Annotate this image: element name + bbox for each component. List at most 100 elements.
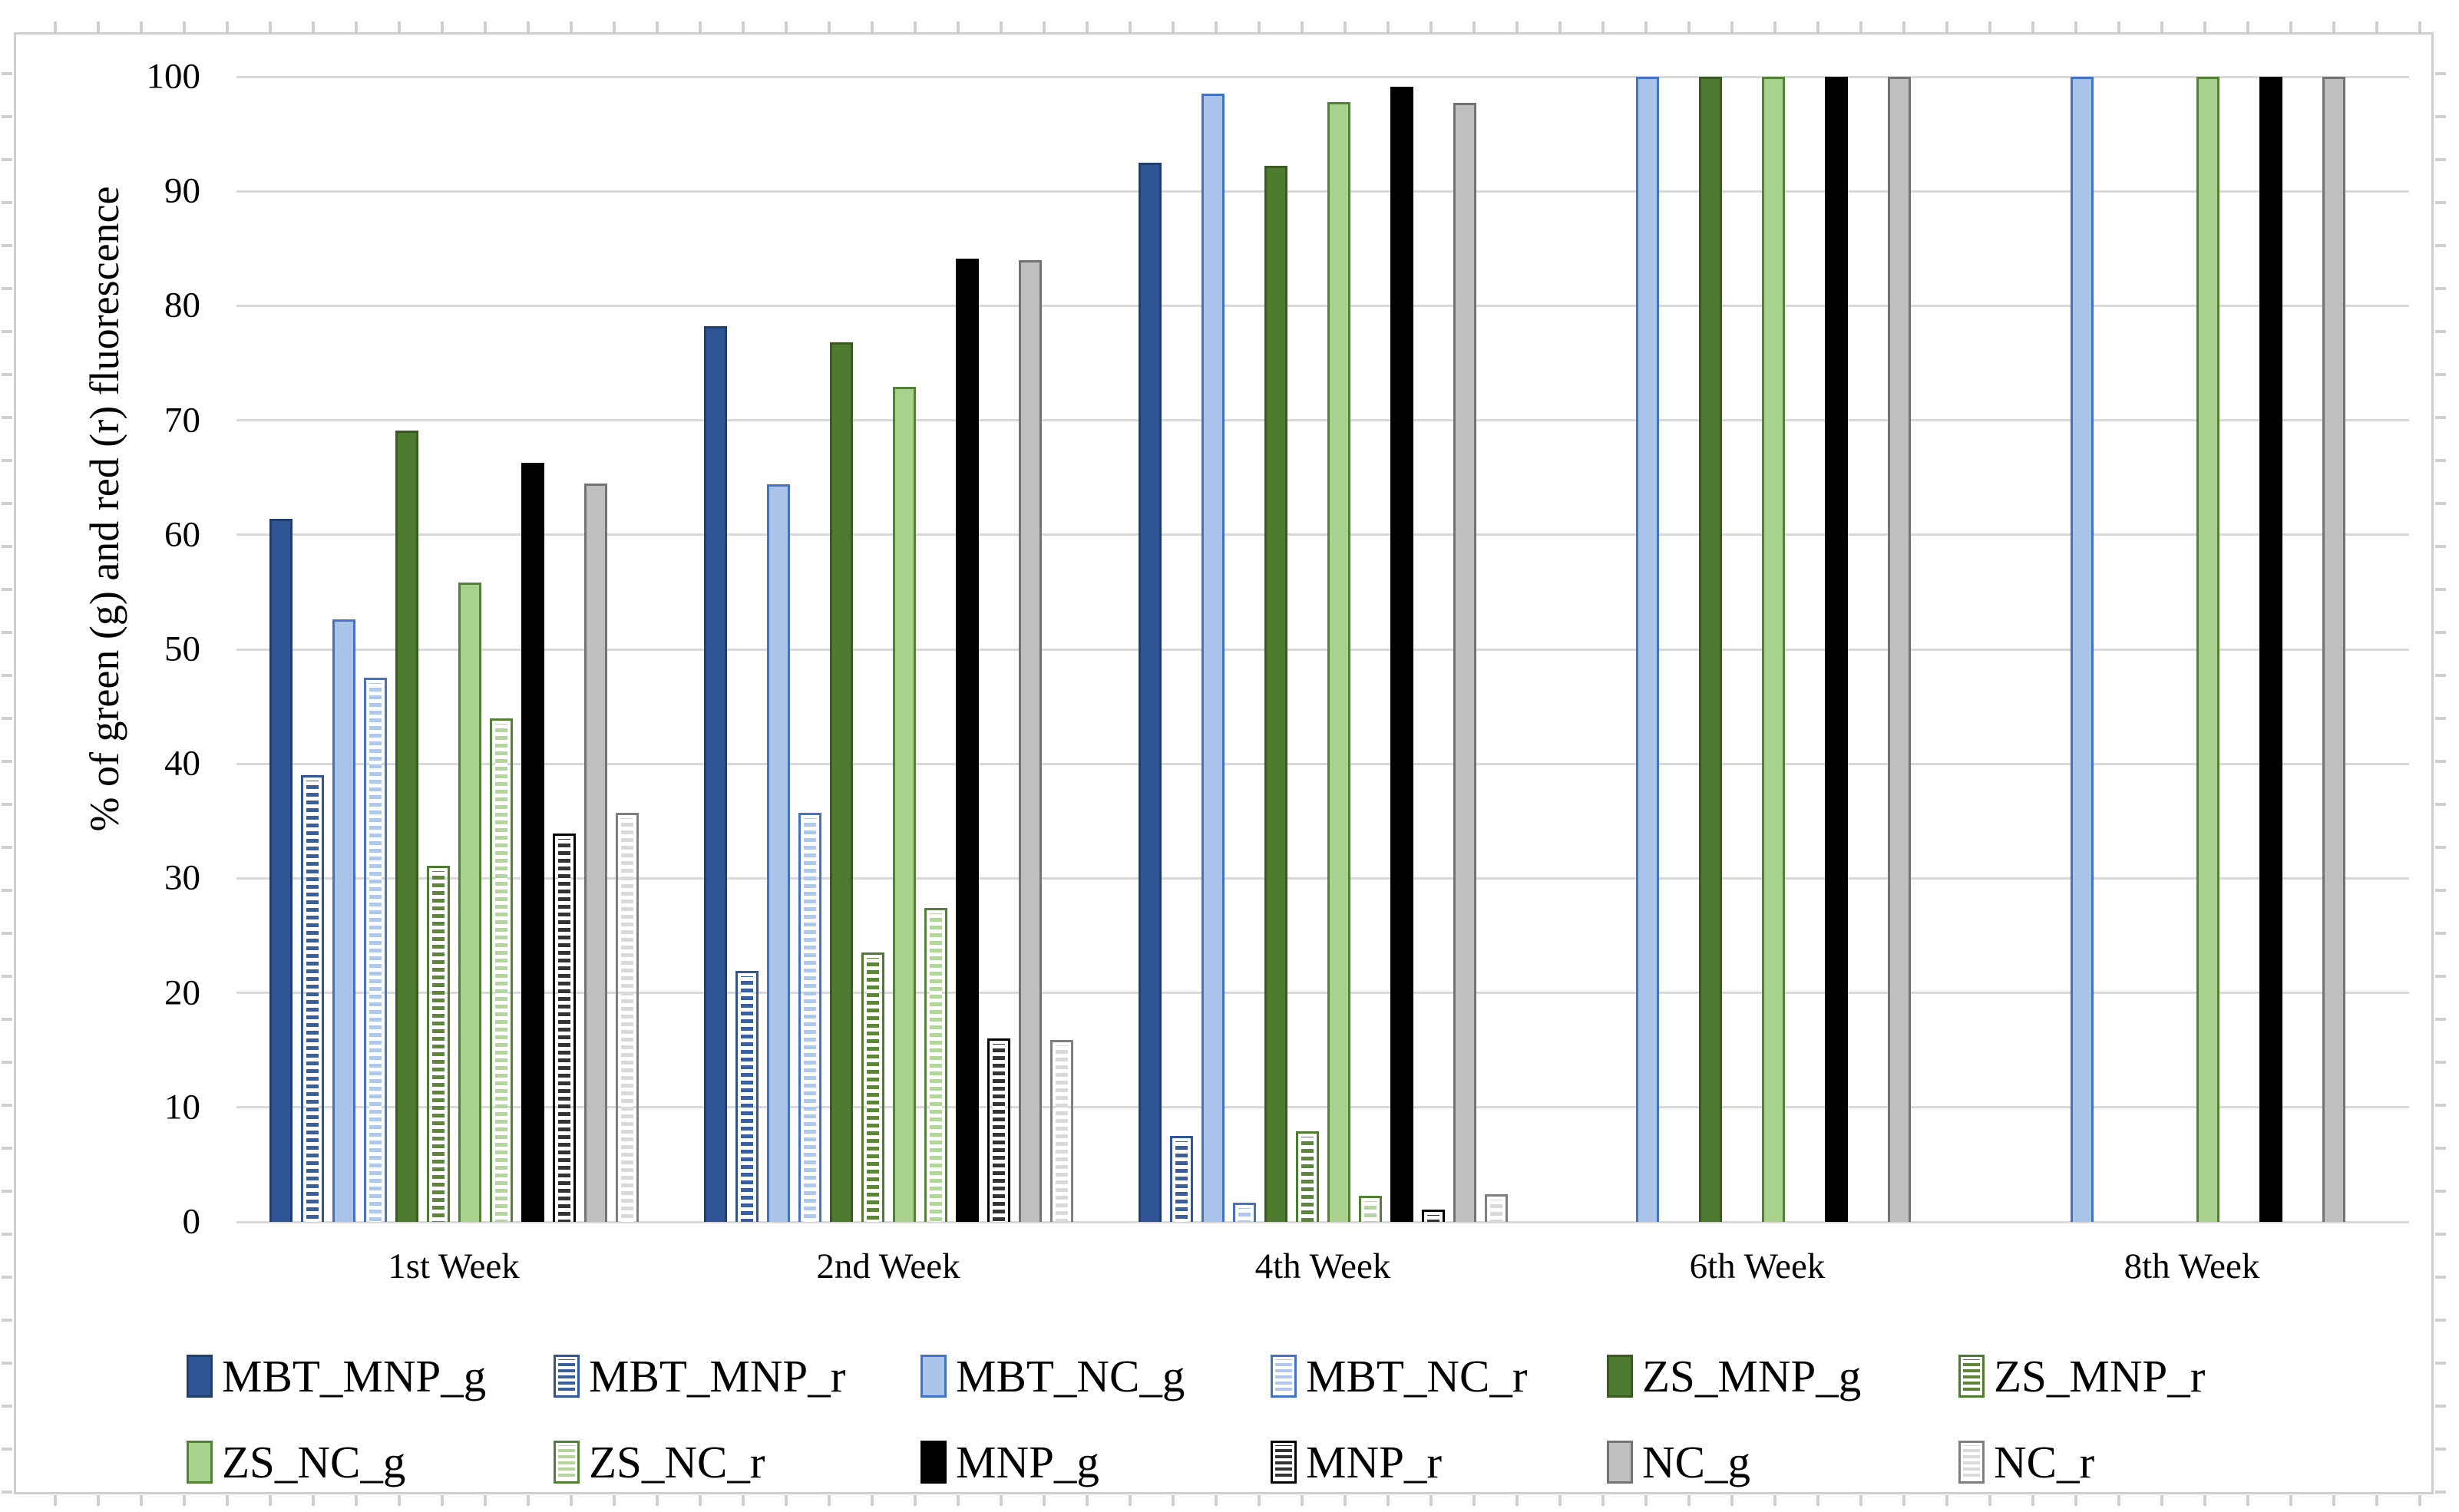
legend: MBT_MNP_g MBT_MNP_r MBT_NC_g MBT_NC_r ZS_MNP…: [187, 1333, 2398, 1505]
legend-swatch-NC_g: [1607, 1441, 1633, 1484]
legend-swatch-ZS_MNP_r: [1958, 1355, 1985, 1398]
x-tick-label-8th-week: 8th Week: [2124, 1246, 2260, 1286]
legend-swatch-MBT_MNP_r: [554, 1355, 580, 1398]
bar-MBT_MNP_r-8th-week: [2039, 1219, 2062, 1222]
bar-NC_g-6th-week: [1887, 77, 1911, 1222]
ruler-ticks-left: [2, 32, 12, 1494]
bar-MBT_MNP_r-2nd-week: [735, 971, 759, 1222]
legend-swatch-MNP_g: [920, 1441, 947, 1484]
y-tick-label-60: 60: [164, 514, 200, 555]
x-tick-label-2nd-week: 2nd Week: [816, 1246, 960, 1286]
bar-MNP_r-2nd-week: [987, 1038, 1010, 1222]
bar-NC_r-8th-week: [2354, 1219, 2377, 1222]
bar-MNP_g-6th-week: [1824, 77, 1848, 1222]
legend-swatch-MBT_NC_r: [1271, 1355, 1297, 1398]
y-tick-label-90: 90: [164, 170, 200, 211]
bar-ZS_MNP_r-8th-week: [2165, 1219, 2188, 1222]
gridline-80: [236, 304, 2409, 307]
bar-MNP_g-8th-week: [2259, 77, 2282, 1222]
bar-NC_g-4th-week: [1453, 103, 1476, 1222]
gridline-50: [236, 648, 2409, 651]
bar-ZS_MNP_r-6th-week: [1730, 1219, 1753, 1222]
bar-ZS_MNP_g-1st-week: [395, 431, 418, 1222]
bar-ZS_NC_r-2nd-week: [924, 908, 947, 1222]
bar-MBT_MNP_r-1st-week: [300, 775, 324, 1222]
bar-ZS_MNP_g-2nd-week: [829, 342, 853, 1222]
gridline-10: [236, 1106, 2409, 1109]
bar-group-2nd-week: [671, 77, 1106, 1222]
y-tick-label-30: 30: [164, 857, 200, 898]
legend-swatch-NC_r: [1958, 1441, 1985, 1484]
bar-MBT_NC_g-8th-week: [2070, 77, 2094, 1222]
legend-label-MBT_MNP_r: MBT_MNP_r: [589, 1350, 846, 1401]
bar-MNP_r-4th-week: [1421, 1209, 1445, 1222]
gridline-30: [236, 876, 2409, 880]
bar-MBT_NC_r-6th-week: [1667, 1219, 1691, 1222]
bar-NC_r-2nd-week: [1049, 1039, 1073, 1222]
y-axis-tick-labels: 0 10 20 30 40 50 60 70 80 90 100: [16, 58, 201, 1240]
legend-label-MBT_NC_g: MBT_NC_g: [956, 1350, 1185, 1401]
ruler-ticks-right: [2435, 32, 2446, 1494]
legend-label-MBT_MNP_g: MBT_MNP_g: [222, 1350, 487, 1401]
legend-swatch-ZS_NC_g: [187, 1441, 213, 1484]
legend-item-ZS_MNP_r: ZS_MNP_r: [1958, 1350, 2398, 1403]
bar-ZS_NC_r-1st-week: [489, 718, 513, 1222]
gridline-100: [236, 75, 2409, 78]
bar-group-1st-week: [236, 77, 671, 1222]
bar-group-6th-week: [1540, 77, 1975, 1222]
bar-group-4th-week: [1106, 77, 1540, 1222]
bar-NC_g-8th-week: [2322, 77, 2345, 1222]
legend-item-MBT_MNP_r: MBT_MNP_r: [554, 1350, 920, 1403]
bar-MBT_NC_g-6th-week: [1635, 77, 1659, 1222]
legend-label-MBT_NC_r: MBT_NC_r: [1306, 1350, 1528, 1401]
bar-ZS_NC_r-8th-week: [2228, 1219, 2251, 1222]
gridline-40: [236, 762, 2409, 765]
bar-MBT_NC_r-2nd-week: [798, 813, 821, 1222]
legend-label-NC_g: NC_g: [1642, 1436, 1750, 1487]
legend-swatch-MNP_r: [1271, 1441, 1297, 1484]
bar-group-8th-week: [1975, 77, 2409, 1222]
bar-MBT_MNP_g-4th-week: [1138, 162, 1162, 1222]
bar-MBT_MNP_r-6th-week: [1605, 1219, 1628, 1222]
y-tick-label-70: 70: [164, 400, 200, 441]
bar-MBT_NC_g-2nd-week: [766, 484, 790, 1222]
bar-NC_g-2nd-week: [1018, 259, 1042, 1222]
bar-MNP_g-2nd-week: [955, 259, 979, 1222]
bar-groups: [236, 77, 2409, 1222]
bar-MNP_g-4th-week: [1390, 87, 1413, 1222]
bar-ZS_MNP_r-4th-week: [1295, 1131, 1319, 1222]
gridline-70: [236, 419, 2409, 422]
bar-ZS_MNP_g-6th-week: [1698, 77, 1722, 1222]
x-tick-label-1st-week: 1st Week: [388, 1246, 520, 1286]
legend-item-MBT_NC_g: MBT_NC_g: [920, 1350, 1271, 1403]
y-tick-label-40: 40: [164, 743, 200, 784]
legend-item-MNP_r: MNP_r: [1271, 1436, 1607, 1489]
bar-NC_r-6th-week: [1919, 1219, 1942, 1222]
legend-item-MBT_MNP_g: MBT_MNP_g: [187, 1350, 554, 1403]
bar-NC_r-1st-week: [615, 813, 639, 1222]
legend-label-ZS_NC_g: ZS_NC_g: [222, 1436, 406, 1487]
y-tick-label-20: 20: [164, 972, 200, 1013]
bar-MBT_NC_r-1st-week: [363, 678, 387, 1222]
bar-ZS_NC_r-6th-week: [1793, 1219, 1816, 1222]
bar-ZS_NC_g-4th-week: [1327, 101, 1350, 1222]
legend-item-NC_g: NC_g: [1607, 1436, 1958, 1489]
bar-ZS_NC_g-8th-week: [2196, 77, 2219, 1222]
legend-swatch-MBT_NC_g: [920, 1355, 947, 1398]
plot-area: [236, 75, 2409, 1223]
legend-swatch-ZS_MNP_g: [1607, 1355, 1633, 1398]
bar-MBT_NC_g-4th-week: [1201, 94, 1225, 1222]
gridline-90: [236, 190, 2409, 193]
bar-MBT_NC_r-4th-week: [1232, 1202, 1256, 1222]
bar-MBT_NC_r-8th-week: [2102, 1219, 2125, 1222]
legend-label-ZS_MNP_r: ZS_MNP_r: [1994, 1350, 2206, 1401]
gridline-60: [236, 533, 2409, 536]
y-tick-label-50: 50: [164, 629, 200, 669]
legend-item-MNP_g: MNP_g: [920, 1436, 1271, 1489]
legend-label-ZS_NC_r: ZS_NC_r: [589, 1436, 765, 1487]
bar-MBT_MNP_g-1st-week: [269, 518, 293, 1222]
ruler-ticks-top: [14, 21, 2434, 32]
gridline-20: [236, 992, 2409, 995]
bar-ZS_MNP_r-2nd-week: [861, 952, 884, 1222]
bar-NC_r-4th-week: [1484, 1194, 1508, 1222]
